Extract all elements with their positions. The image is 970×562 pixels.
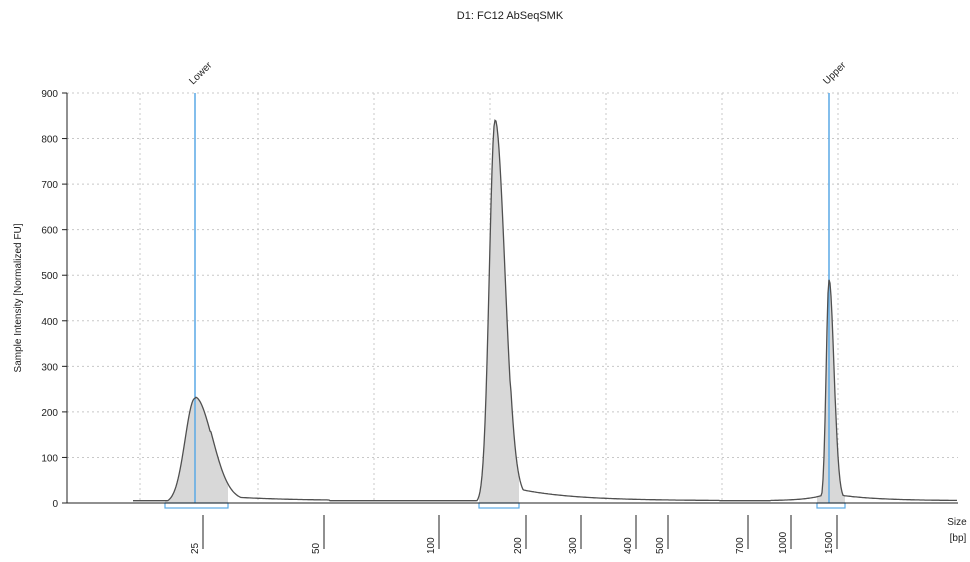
peak-bracket bbox=[816, 502, 846, 509]
y-tick-label: 300 bbox=[41, 362, 58, 373]
x-tick-label: 500 bbox=[655, 537, 666, 554]
x-tick-label: 1000 bbox=[778, 531, 789, 554]
y-tick-label: 800 bbox=[41, 135, 58, 146]
y-tick-label: 600 bbox=[41, 226, 58, 237]
marker-labels: Lower Upper bbox=[187, 60, 849, 88]
y-tick-label: 500 bbox=[41, 271, 58, 282]
x-axis-label-size: Size bbox=[947, 517, 967, 528]
trace-fill bbox=[164, 120, 846, 509]
y-axis-label: Sample Intensity [Normalized FU] bbox=[13, 223, 24, 372]
peak-bracket bbox=[164, 502, 229, 509]
peak-bracket bbox=[478, 502, 520, 509]
y-tick-label: 200 bbox=[41, 408, 58, 419]
x-tick-label: 25 bbox=[190, 542, 201, 554]
chart-title: D1: FC12 AbSeqSMK bbox=[457, 10, 564, 22]
y-ticks: 0 100 200 300 400 500 600 700 800 900 bbox=[41, 89, 67, 510]
y-tick-label: 0 bbox=[52, 499, 58, 510]
marker-label-upper: Upper bbox=[821, 60, 849, 88]
y-tick-label: 900 bbox=[41, 89, 58, 100]
x-tick-label: 200 bbox=[513, 537, 524, 554]
y-tick-label: 700 bbox=[41, 180, 58, 191]
peak-fill bbox=[165, 397, 228, 503]
trace-line bbox=[133, 119, 957, 502]
x-tick-label: 300 bbox=[568, 537, 579, 554]
y-tick-label: 100 bbox=[41, 453, 58, 464]
x-axis-label-unit: [bp] bbox=[950, 533, 967, 544]
marker-label-lower: Lower bbox=[187, 60, 215, 88]
peak-fill bbox=[817, 279, 845, 503]
x-tick-label: 700 bbox=[735, 537, 746, 554]
ladder-markers bbox=[194, 93, 830, 503]
peak-fill bbox=[479, 120, 519, 504]
trace bbox=[133, 119, 957, 502]
y-tick-label: 400 bbox=[41, 317, 58, 328]
x-tick-label: 100 bbox=[426, 537, 437, 554]
x-tick-label: 400 bbox=[623, 537, 634, 554]
x-tick-label: 50 bbox=[311, 542, 322, 554]
x-ticks: 25 50 100 200 300 400 500 700 1000 1500 bbox=[190, 515, 838, 554]
x-tick-label: 1500 bbox=[824, 531, 835, 554]
